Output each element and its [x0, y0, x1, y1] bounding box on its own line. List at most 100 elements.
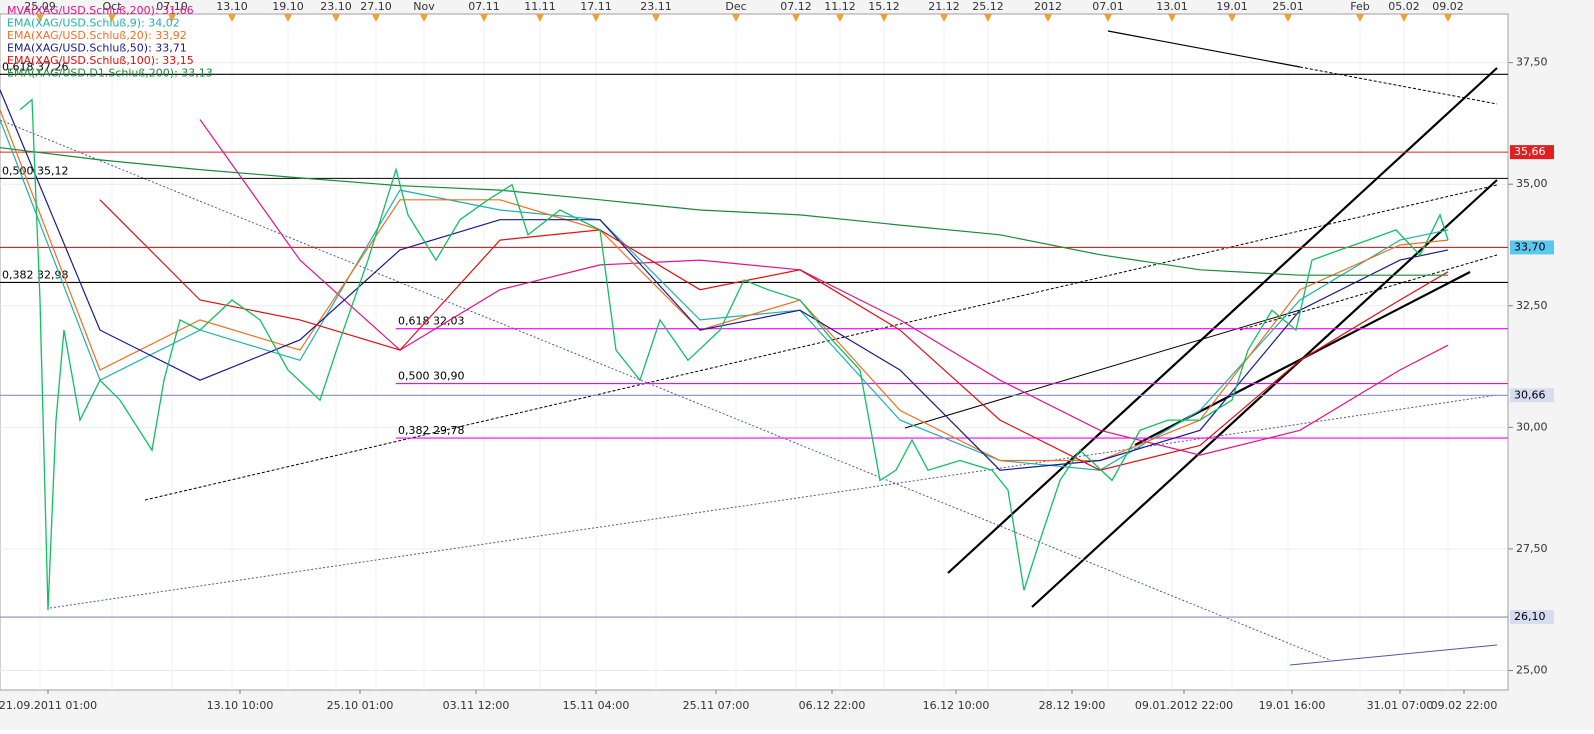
top-tick	[332, 14, 340, 22]
y-tick-label: 30,00	[1516, 420, 1548, 433]
top-tick	[372, 14, 380, 22]
top-tick-label: 25.09	[24, 0, 56, 13]
top-tick-label: 19.10	[272, 0, 304, 13]
x-tick-label: 28.12 19:00	[1039, 699, 1106, 712]
y-tick-label: 25,00	[1516, 664, 1548, 677]
top-tick-label: 07.11	[468, 0, 500, 13]
level-label: 0,382 32,98	[2, 268, 68, 281]
top-tick	[1228, 14, 1236, 22]
x-tick-label: 25.10 01:00	[327, 699, 394, 712]
top-tick-label: 05.02	[1388, 0, 1420, 13]
top-tick-label: Dec	[725, 0, 746, 13]
ma-line	[99, 199, 1449, 471]
top-tick-label: 15.12	[868, 0, 900, 13]
top-tick	[36, 14, 44, 22]
top-tick-label: 07.01	[1092, 0, 1124, 13]
top-tick-label: Nov	[413, 0, 435, 13]
top-tick-label: 07.10	[156, 0, 188, 13]
top-tick-label: 23.10	[320, 0, 352, 13]
top-tick	[420, 14, 428, 22]
legend-entry: EMA(XAG/USD.D1.Schluß,200): 33,13	[7, 67, 213, 80]
top-tick-label: 25.12	[972, 0, 1004, 13]
top-tick-label: 13.01	[1156, 0, 1188, 13]
x-tick-label: 19.01 16:00	[1259, 699, 1326, 712]
level-label: 0,618 37,26	[2, 60, 68, 73]
top-tick	[108, 14, 116, 22]
top-tick-label: 25.01	[1272, 0, 1304, 13]
top-tick	[792, 14, 800, 22]
top-tick	[228, 14, 236, 22]
top-tick-label: 23.11	[640, 0, 672, 13]
legend-entry: EMA(XAG/USD.Schluß,20): 33,92	[7, 29, 187, 42]
top-tick	[1444, 14, 1452, 22]
channel-line	[1031, 179, 1498, 608]
top-tick-label: 07.12	[780, 0, 812, 13]
top-tick-label: 11.11	[524, 0, 556, 13]
trendline	[1289, 644, 1498, 666]
plot-area	[0, 13, 1509, 691]
legend-entry: MVA(XAG/USD.Schluß,200): 31,66	[7, 4, 194, 17]
trendline	[904, 309, 1301, 429]
top-tick-label: 13.10	[216, 0, 248, 13]
y-tick-label: 32,50	[1516, 299, 1548, 312]
x-tick-label: 21.09.2011 01:00	[0, 699, 97, 712]
top-tick	[984, 14, 992, 22]
top-tick	[592, 14, 600, 22]
y-tick-label: 37,50	[1516, 56, 1548, 69]
top-tick	[1356, 14, 1364, 22]
top-tick	[1400, 14, 1408, 22]
price-label: 26,10	[1514, 610, 1546, 623]
price-label-box	[1510, 145, 1554, 160]
top-tick	[1168, 14, 1176, 22]
x-tick-label: 15.11 04:00	[563, 699, 630, 712]
x-tick-label: 06.12 22:00	[799, 699, 866, 712]
top-tick	[480, 14, 488, 22]
x-tick-label: 16.12 10:00	[923, 699, 990, 712]
top-tick	[284, 14, 292, 22]
price-label-box	[1510, 610, 1554, 625]
x-tick-label: 13.10 10:00	[207, 699, 274, 712]
ma-line	[0, 109, 1449, 462]
price-label: 35,66	[1514, 145, 1546, 158]
trendline	[144, 184, 1498, 501]
legend-entry: EMA(XAG/USD.Schluß,9): 34,02	[7, 17, 180, 30]
ma-line	[199, 119, 1449, 456]
x-tick-label: 25.11 07:00	[683, 699, 750, 712]
top-tick-label: 27.10	[360, 0, 392, 13]
top-tick-label: 09.02	[1432, 0, 1464, 13]
trendline	[0, 119, 1331, 661]
top-tick-label: 19.01	[1216, 0, 1248, 13]
top-tick-label: 21.12	[928, 0, 960, 13]
level-label: 0,500 30,90	[398, 370, 464, 383]
top-tick	[940, 14, 948, 22]
y-tick-label: 35,00	[1516, 177, 1548, 190]
top-tick-label: 2012	[1034, 0, 1062, 13]
x-tick-label: 09.02 22:00	[1431, 699, 1498, 712]
level-label: 0,382 29,78	[398, 424, 464, 437]
y-tick-label: 27,50	[1516, 542, 1548, 555]
price-label-box	[1510, 388, 1554, 403]
price-label: 33,70	[1514, 240, 1546, 253]
price-line	[19, 98, 1449, 611]
top-tick	[536, 14, 544, 22]
top-tick	[880, 14, 888, 22]
top-tick	[732, 14, 740, 22]
x-tick-label: 03.11 12:00	[443, 699, 510, 712]
top-tick	[168, 14, 176, 22]
top-tick-label: Feb	[1350, 0, 1369, 13]
legend-entry: EMA(XAG/USD.Schluß,50): 33,71	[7, 42, 187, 55]
price-label-box	[1510, 240, 1554, 255]
x-tick-label: 31.01 07:00	[1367, 699, 1434, 712]
level-label: 0,618 32,03	[398, 315, 464, 328]
x-tick-label: 09.01.2012 22:00	[1135, 699, 1233, 712]
top-tick	[1044, 14, 1052, 22]
price-label: 30,66	[1514, 388, 1546, 401]
trendline	[1107, 30, 1301, 68]
top-tick-label: Oct	[102, 0, 122, 13]
top-tick	[1284, 14, 1292, 22]
legend-entry: EMA(XAG/USD.Schluß,100): 33,15	[7, 54, 194, 67]
top-tick	[652, 14, 660, 22]
top-tick-label: 11.12	[824, 0, 856, 13]
top-tick	[836, 14, 844, 22]
